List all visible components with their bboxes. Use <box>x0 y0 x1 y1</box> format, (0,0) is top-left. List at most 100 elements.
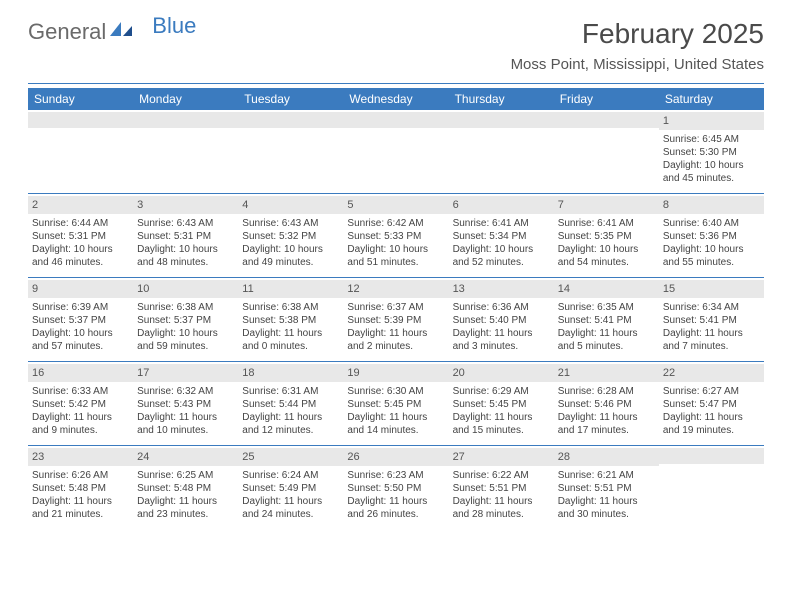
sunrise-text: Sunrise: 6:44 AM <box>32 217 129 230</box>
daylight1-text: Daylight: 10 hours <box>242 243 339 256</box>
daylight2-text: and 28 minutes. <box>453 508 550 521</box>
daylight2-text: and 2 minutes. <box>347 340 444 353</box>
sunset-text: Sunset: 5:37 PM <box>137 314 234 327</box>
daylight1-text: Daylight: 11 hours <box>558 495 655 508</box>
daylight2-text: and 5 minutes. <box>558 340 655 353</box>
daylight1-text: Daylight: 11 hours <box>347 411 444 424</box>
day-number: 9 <box>28 280 133 298</box>
day-number: 11 <box>238 280 343 298</box>
daylight1-text: Daylight: 11 hours <box>453 411 550 424</box>
sunset-text: Sunset: 5:45 PM <box>453 398 550 411</box>
day-number: 13 <box>449 280 554 298</box>
daylight1-text: Daylight: 10 hours <box>347 243 444 256</box>
day-number: 2 <box>28 196 133 214</box>
daylight1-text: Daylight: 11 hours <box>32 411 129 424</box>
daylight1-text: Daylight: 11 hours <box>453 327 550 340</box>
calendar-cell: 22Sunrise: 6:27 AMSunset: 5:47 PMDayligh… <box>659 362 764 446</box>
day-number <box>238 112 343 128</box>
daylight1-text: Daylight: 10 hours <box>663 243 760 256</box>
daylight1-text: Daylight: 11 hours <box>137 411 234 424</box>
calendar-cell <box>449 110 554 194</box>
sunset-text: Sunset: 5:31 PM <box>137 230 234 243</box>
day-number: 3 <box>133 196 238 214</box>
calendar-cell <box>133 110 238 194</box>
daylight1-text: Daylight: 11 hours <box>137 495 234 508</box>
sunrise-text: Sunrise: 6:31 AM <box>242 385 339 398</box>
sunset-text: Sunset: 5:41 PM <box>558 314 655 327</box>
daylight1-text: Daylight: 11 hours <box>453 495 550 508</box>
day-number: 22 <box>659 364 764 382</box>
day-number: 16 <box>28 364 133 382</box>
sunrise-text: Sunrise: 6:41 AM <box>453 217 550 230</box>
day-number: 6 <box>449 196 554 214</box>
day-number <box>28 112 133 128</box>
sunset-text: Sunset: 5:33 PM <box>347 230 444 243</box>
day-number <box>659 448 764 464</box>
calendar-cell: 17Sunrise: 6:32 AMSunset: 5:43 PMDayligh… <box>133 362 238 446</box>
week-row: 16Sunrise: 6:33 AMSunset: 5:42 PMDayligh… <box>28 362 764 446</box>
day-number: 7 <box>554 196 659 214</box>
dayhead-monday: Monday <box>133 88 238 110</box>
calendar-cell: 20 Sunrise: 6:29 AMSunset: 5:45 PMDayligh… <box>449 362 554 446</box>
sunrise-text: Sunrise: 6:29 AM <box>453 385 550 398</box>
header-divider <box>28 83 764 84</box>
week-row: 1Sunrise: 6:45 AMSunset: 5:30 PMDaylight… <box>28 110 764 194</box>
calendar-cell: 13Sunrise: 6:36 AMSunset: 5:40 PMDayligh… <box>449 278 554 362</box>
sunset-text: Sunset: 5:46 PM <box>558 398 655 411</box>
calendar-cell: 21Sunrise: 6:28 AMSunset: 5:46 PMDayligh… <box>554 362 659 446</box>
calendar-cell <box>554 110 659 194</box>
calendar-cell: 18Sunrise: 6:31 AMSunset: 5:44 PMDayligh… <box>238 362 343 446</box>
brand-logo: General Blue <box>28 18 196 46</box>
page-header: General Blue February 2025 Moss Point, M… <box>0 0 792 77</box>
sunrise-text: Sunrise: 6:30 AM <box>347 385 444 398</box>
calendar-cell: 9Sunrise: 6:39 AMSunset: 5:37 PMDaylight… <box>28 278 133 362</box>
daylight1-text: Daylight: 11 hours <box>558 411 655 424</box>
daylight1-text: Daylight: 10 hours <box>137 243 234 256</box>
dayhead-thursday: Thursday <box>449 88 554 110</box>
calendar-cell: 28Sunrise: 6:21 AMSunset: 5:51 PMDayligh… <box>554 446 659 530</box>
sunrise-text: Sunrise: 6:21 AM <box>558 469 655 482</box>
daylight2-text: and 57 minutes. <box>32 340 129 353</box>
sunrise-text: Sunrise: 6:23 AM <box>347 469 444 482</box>
sunrise-text: Sunrise: 6:32 AM <box>137 385 234 398</box>
calendar-cell: 25Sunrise: 6:24 AMSunset: 5:49 PMDayligh… <box>238 446 343 530</box>
sunset-text: Sunset: 5:35 PM <box>558 230 655 243</box>
calendar-cell: 8Sunrise: 6:40 AMSunset: 5:36 PMDaylight… <box>659 194 764 278</box>
daylight2-text: and 26 minutes. <box>347 508 444 521</box>
daylight1-text: Daylight: 11 hours <box>242 327 339 340</box>
daylight2-text: and 10 minutes. <box>137 424 234 437</box>
logo-text-blue: Blue <box>152 13 196 39</box>
daylight2-text: and 49 minutes. <box>242 256 339 269</box>
daylight2-text: and 7 minutes. <box>663 340 760 353</box>
daylight2-text: and 45 minutes. <box>663 172 760 185</box>
day-number <box>133 112 238 128</box>
sunrise-text: Sunrise: 6:25 AM <box>137 469 234 482</box>
sunrise-text: Sunrise: 6:40 AM <box>663 217 760 230</box>
sunrise-text: Sunrise: 6:24 AM <box>242 469 339 482</box>
sunset-text: Sunset: 5:42 PM <box>32 398 129 411</box>
daylight2-text: and 54 minutes. <box>558 256 655 269</box>
daylight1-text: Daylight: 11 hours <box>663 327 760 340</box>
day-number: 24 <box>133 448 238 466</box>
calendar-cell <box>343 110 448 194</box>
calendar-cell: 15Sunrise: 6:34 AMSunset: 5:41 PMDayligh… <box>659 278 764 362</box>
calendar-cell: 1Sunrise: 6:45 AMSunset: 5:30 PMDaylight… <box>659 110 764 194</box>
calendar-cell: 26Sunrise: 6:23 AMSunset: 5:50 PMDayligh… <box>343 446 448 530</box>
daylight1-text: Daylight: 10 hours <box>558 243 655 256</box>
daylight2-text: and 51 minutes. <box>347 256 444 269</box>
daylight1-text: Daylight: 11 hours <box>242 495 339 508</box>
calendar-cell: 3Sunrise: 6:43 AMSunset: 5:31 PMDaylight… <box>133 194 238 278</box>
day-number: 10 <box>133 280 238 298</box>
calendar-cell: 5Sunrise: 6:42 AMSunset: 5:33 PMDaylight… <box>343 194 448 278</box>
calendar-cell: 7Sunrise: 6:41 AMSunset: 5:35 PMDaylight… <box>554 194 659 278</box>
sunset-text: Sunset: 5:48 PM <box>32 482 129 495</box>
sunset-text: Sunset: 5:40 PM <box>453 314 550 327</box>
sunrise-text: Sunrise: 6:39 AM <box>32 301 129 314</box>
sunset-text: Sunset: 5:32 PM <box>242 230 339 243</box>
calendar-cell: 14Sunrise: 6:35 AMSunset: 5:41 PMDayligh… <box>554 278 659 362</box>
daylight2-text: and 48 minutes. <box>137 256 234 269</box>
sunrise-text: Sunrise: 6:43 AM <box>242 217 339 230</box>
daylight1-text: Daylight: 11 hours <box>558 327 655 340</box>
daylight1-text: Daylight: 11 hours <box>347 495 444 508</box>
day-number: 20 <box>449 364 554 382</box>
